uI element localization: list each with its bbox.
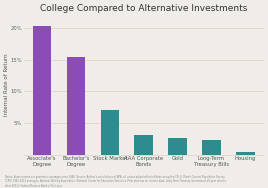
Bar <box>168 138 187 155</box>
Bar <box>236 152 255 155</box>
Bar <box>67 57 85 155</box>
Bar <box>202 140 221 155</box>
Text: Notes: Asset returns are geometric averages since 1980. Source: Author's calcula: Notes: Asset returns are geometric avera… <box>5 175 226 188</box>
Bar <box>33 26 51 155</box>
Y-axis label: Internal Rate of Return: Internal Rate of Return <box>4 54 9 116</box>
Bar <box>134 135 153 155</box>
Bar <box>100 110 119 155</box>
Title: College Compared to Alternative Investments: College Compared to Alternative Investme… <box>40 4 247 13</box>
